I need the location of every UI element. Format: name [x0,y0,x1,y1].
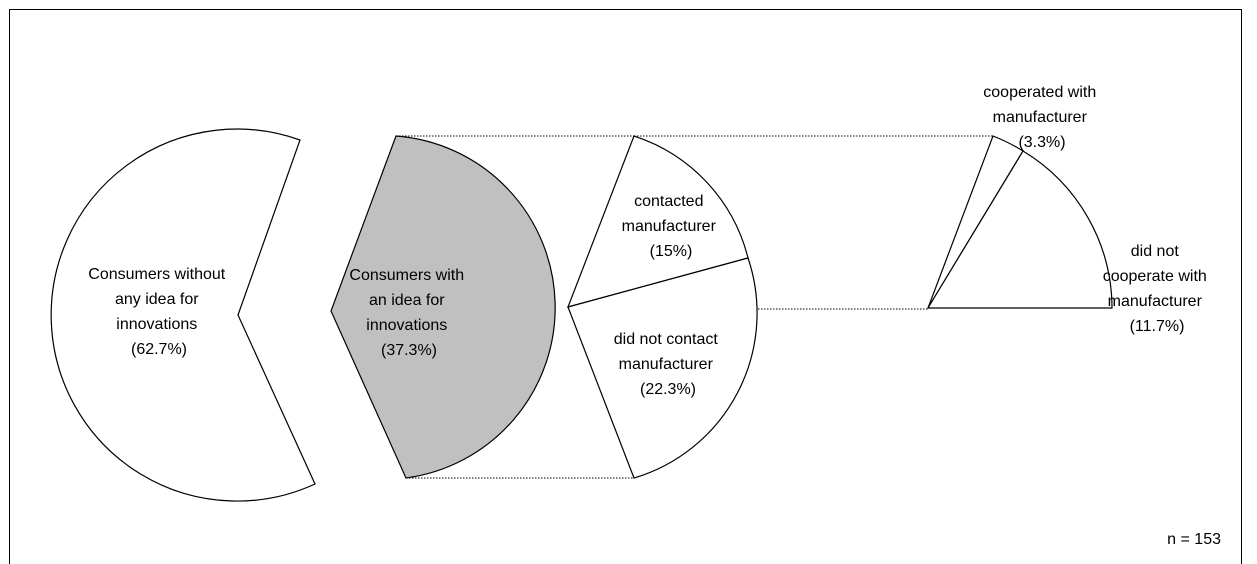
breakdown-1-pie [567,135,758,479]
label-line: Consumers with [349,267,464,284]
label-without-idea: Consumers without any idea for innovatio… [88,266,229,358]
slice-without-idea [50,128,316,502]
breakdown-2-pie [926,135,1113,309]
label-line: cooperate with [1103,268,1207,285]
label-line: did not [1131,243,1180,260]
slice-contacted [567,135,749,308]
slice-not-cooperated [926,150,1113,309]
label-line: innovations [116,316,197,333]
slice-with-idea [330,135,556,479]
label-with-idea: Consumers with an idea for innovations (… [349,267,468,359]
label-not-contacted: did not contact manufacturer (22.3%) [614,331,723,398]
label-line: innovations [366,317,447,334]
label-cooperated: cooperated with manufacturer (3.3%) [983,84,1100,151]
label-line: (22.3%) [640,381,696,398]
label-line: (37.3%) [381,342,437,359]
chart-frame [9,9,1242,564]
label-line: cooperated with [983,84,1096,101]
label-line: any idea for [115,291,199,308]
label-line: manufacturer [1108,293,1203,310]
label-line: manufacturer [622,218,717,235]
label-line: (11.7%) [1130,318,1185,335]
label-line: (15%) [650,243,693,260]
label-line: did not contact [614,331,719,348]
label-line: (3.3%) [1018,134,1065,151]
main-pie [50,128,556,502]
connector-lines [396,135,993,479]
label-line: Consumers without [88,266,226,283]
sample-size-label: n = 153 [1167,531,1221,548]
label-line: contacted [634,193,703,210]
label-not-cooperated: did not cooperate with manufacturer (11.… [1103,243,1212,335]
label-contacted: contacted manufacturer (15%) [622,193,721,260]
label-line: an idea for [369,292,445,309]
label-line: manufacturer [993,109,1088,126]
label-line: manufacturer [619,356,714,373]
label-line: (62.7%) [131,341,187,358]
slice-not-contacted [567,257,758,479]
